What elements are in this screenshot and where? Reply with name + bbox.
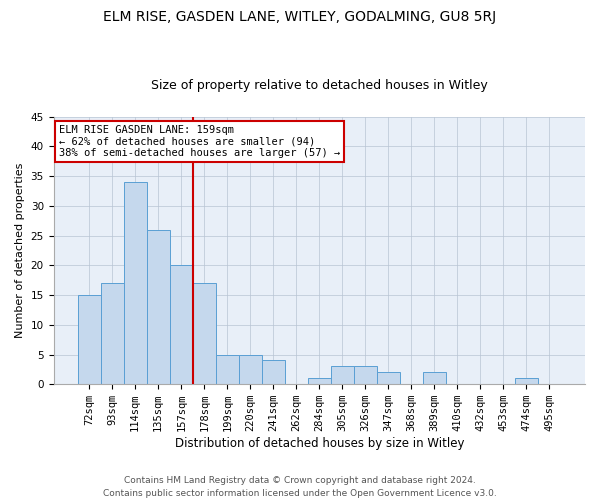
Bar	[124, 182, 147, 384]
Text: ELM RISE GASDEN LANE: 159sqm
← 62% of detached houses are smaller (94)
38% of se: ELM RISE GASDEN LANE: 159sqm ← 62% of de…	[59, 125, 340, 158]
X-axis label: Distribution of detached houses by size in Witley: Distribution of detached houses by size …	[175, 437, 464, 450]
Title: Size of property relative to detached houses in Witley: Size of property relative to detached ho…	[151, 79, 488, 92]
Bar	[147, 230, 170, 384]
Bar	[377, 372, 400, 384]
Text: ELM RISE, GASDEN LANE, WITLEY, GODALMING, GU8 5RJ: ELM RISE, GASDEN LANE, WITLEY, GODALMING…	[103, 10, 497, 24]
Bar	[308, 378, 331, 384]
Bar	[101, 283, 124, 384]
Bar	[193, 283, 216, 384]
Bar	[216, 354, 239, 384]
Bar	[354, 366, 377, 384]
Bar	[77, 295, 101, 384]
Bar	[515, 378, 538, 384]
Bar	[239, 354, 262, 384]
Bar	[423, 372, 446, 384]
Bar	[331, 366, 354, 384]
Y-axis label: Number of detached properties: Number of detached properties	[15, 163, 25, 338]
Text: Contains HM Land Registry data © Crown copyright and database right 2024.
Contai: Contains HM Land Registry data © Crown c…	[103, 476, 497, 498]
Bar	[262, 360, 285, 384]
Bar	[170, 266, 193, 384]
